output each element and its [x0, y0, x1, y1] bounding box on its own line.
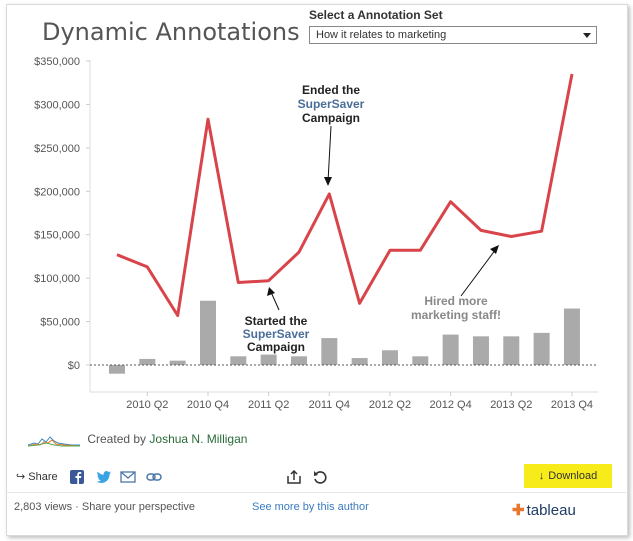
- views-text: 2,803 views: [14, 501, 73, 513]
- x-tick-label: 2012 Q4: [430, 399, 472, 411]
- annotation-arrowhead: [267, 287, 275, 296]
- twitter-icon[interactable]: [96, 470, 112, 484]
- annotation-started: Started the SuperSaver Campaign: [243, 314, 310, 354]
- bar: [533, 332, 550, 365]
- logo-text: tableau: [526, 502, 576, 519]
- annotation-text: Ended the: [302, 83, 360, 97]
- bar: [109, 365, 125, 374]
- facebook-icon[interactable]: [70, 470, 86, 484]
- download-button[interactable]: ↓ Download: [524, 464, 612, 488]
- tableau-plus-icon: ✚: [512, 502, 525, 519]
- annotation-arrow: [460, 248, 497, 297]
- line-series: [116, 73, 574, 317]
- bar: [563, 308, 580, 365]
- share-label: Share: [28, 471, 58, 483]
- annotation-arrow: [270, 291, 280, 311]
- annotation-set-label: Select a Annotation Set: [309, 8, 443, 22]
- chart: $0 $50,000 $100,000 $150,000 $200,000 $250,00…: [34, 56, 598, 411]
- y-tick-label: $250,000: [34, 143, 80, 155]
- view-count: 2,803 views · Share your perspective: [14, 501, 195, 513]
- x-tick-label: 2010 Q4: [187, 399, 229, 411]
- see-more-link[interactable]: See more by this author: [252, 501, 369, 513]
- y-tick-label: $200,000: [34, 186, 80, 198]
- revert-icon[interactable]: [312, 470, 328, 484]
- bar: [321, 338, 338, 365]
- y-tick-label: $50,000: [40, 317, 80, 329]
- annotation-text: Hired more: [424, 294, 488, 308]
- annotation-text: SuperSaver: [243, 327, 310, 341]
- annotation-set-dropdown[interactable]: How it relates to marketing: [309, 26, 597, 44]
- x-tick-label: 2013 Q4: [551, 399, 593, 411]
- annotation-text: SuperSaver: [298, 97, 365, 111]
- toolbar: ↪ Share: [6, 462, 626, 492]
- x-tick-label: 2011 Q2: [248, 399, 289, 411]
- viz-frame: [6, 4, 628, 536]
- bar: [199, 300, 216, 365]
- y-tick-label: $300,000: [34, 99, 80, 111]
- annotation-text: marketing staff!: [411, 308, 501, 322]
- viz-thumbnail-icon: [28, 436, 80, 447]
- annotation-ended: Ended the SuperSaver Campaign: [298, 83, 365, 125]
- tableau-logo[interactable]: ✚ tableau: [512, 501, 576, 519]
- annotation-arrow: [327, 125, 332, 183]
- bar: [169, 360, 186, 365]
- y-tick-label: $0: [68, 360, 80, 372]
- bar: [139, 358, 156, 365]
- bar: [381, 350, 398, 365]
- share-perspective-link[interactable]: Share your perspective: [81, 501, 196, 513]
- annotation-text: Started the: [245, 314, 308, 328]
- link-icon[interactable]: [146, 470, 162, 484]
- y-tick-label: $350,000: [34, 56, 80, 68]
- annotation-arrowhead: [490, 245, 499, 254]
- footer: 2,803 views · Share your perspective See…: [6, 492, 626, 533]
- share-button[interactable]: ↪ Share: [16, 470, 58, 483]
- annotation-hired: Hired more marketing staff!: [411, 294, 501, 322]
- annotation-arrowhead: [324, 177, 332, 186]
- annotation-text: Campaign: [247, 340, 305, 354]
- dashboard-title: Dynamic Annotations: [42, 18, 300, 46]
- separator: ·: [75, 501, 79, 513]
- credit-prefix: Created by: [87, 432, 147, 446]
- annotation-text: Campaign: [302, 111, 360, 125]
- chevron-down-icon: [583, 33, 591, 38]
- bar: [290, 356, 307, 365]
- annotation-set-value: How it relates to marketing: [316, 29, 447, 41]
- bar: [351, 358, 368, 365]
- author-link[interactable]: Joshua N. Milligan: [149, 432, 248, 446]
- credit-line: Created by Joshua N. Milligan: [28, 432, 247, 447]
- download-label: Download: [548, 470, 598, 482]
- bar: [412, 356, 429, 365]
- x-tick-label: 2011 Q4: [309, 399, 350, 411]
- x-tick-label: 2010 Q2: [126, 399, 168, 411]
- bar: [503, 336, 520, 365]
- y-tick-label: $100,000: [34, 273, 80, 285]
- y-tick-label: $150,000: [34, 230, 80, 242]
- bar: [230, 356, 247, 365]
- download-arrow-icon: ↓: [538, 470, 545, 482]
- x-tick-label: 2013 Q2: [490, 399, 532, 411]
- bar: [260, 354, 277, 365]
- share-arrow-icon: ↪: [16, 471, 26, 483]
- bar: [442, 334, 459, 365]
- x-tick-label: 2012 Q2: [369, 399, 411, 411]
- export-icon[interactable]: [286, 470, 302, 484]
- bar: [472, 336, 489, 365]
- email-icon[interactable]: [120, 470, 136, 484]
